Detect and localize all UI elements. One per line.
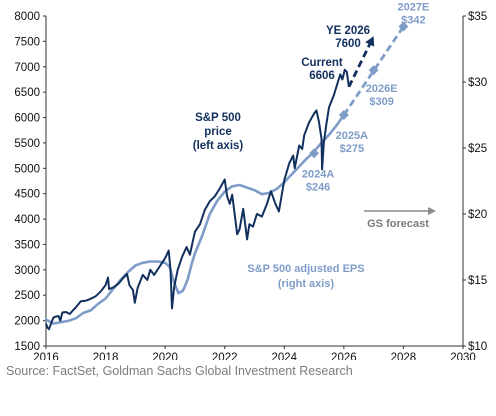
right-tick-label: $35 (468, 11, 487, 23)
eps-label-line1: S&P 500 adjusted EPS (247, 263, 364, 275)
left-tick-label: 8000 (14, 11, 40, 23)
eps-marker-year-2025A: 2025A (336, 130, 368, 142)
left-tick-label: 3500 (14, 239, 40, 251)
x-tick-label: 2030 (450, 352, 476, 360)
annotations: S&P 500 price (left axis) S&P 500 adjust… (193, 25, 429, 290)
left-tick-label: 7500 (14, 36, 40, 48)
eps-marker-value-2027E: $342 (401, 15, 425, 27)
ye-value: 7600 (335, 38, 361, 50)
forecast-label: GS forecast (367, 218, 429, 230)
x-tick-label: 2022 (212, 352, 238, 360)
current-value: 6606 (309, 70, 335, 82)
x-tick-label: 2024 (271, 352, 297, 360)
right-tick-label: $30 (468, 77, 487, 89)
price-label-line1: S&P 500 (195, 112, 241, 124)
price-series-line (45, 68, 350, 331)
eps-marker-year-2024A: 2024A (302, 168, 334, 180)
price-label-line3: (left axis) (193, 140, 244, 152)
x-tick-label: 2028 (391, 352, 417, 360)
eps-marker-value-2026E: $309 (369, 96, 393, 108)
eps-forecast-line (342, 25, 405, 116)
left-tick-label: 6500 (14, 87, 40, 99)
eps-marker-value-2024A: $246 (306, 181, 330, 193)
current-label: Current (301, 57, 343, 69)
left-tick-label: 4500 (14, 189, 40, 201)
x-tick-label: 2020 (152, 352, 178, 360)
eps-marker-value-2025A: $275 (340, 143, 364, 155)
plot-area: 2024A$246 2025A$275 2026E$309 2027E$342 (44, 2, 436, 331)
eps-label-line2: (right axis) (278, 278, 335, 290)
price-forecast-arrowhead (365, 36, 375, 47)
left-tick-label: 5000 (14, 163, 40, 175)
eps-marker-year-2027E: 2027E (398, 2, 430, 14)
eps-marker-year-2026E: 2026E (366, 83, 398, 95)
source-note: Source: FactSet, Goldman Sachs Global In… (6, 364, 353, 378)
sp500-chart: 1500 2000 2500 3000 3500 4000 4500 5000 5500 6000… (14, 2, 487, 360)
price-forecast-line (347, 42, 372, 88)
x-tick-label: 2016 (33, 352, 59, 360)
right-tick-label: $15 (468, 275, 487, 287)
tick-labels: 1500 2000 2500 3000 3500 4000 4500 5000 5500 6000… (14, 11, 487, 360)
left-tick-label: 2500 (14, 290, 40, 302)
left-tick-label: 1500 (14, 341, 40, 353)
right-tick-label: $20 (468, 209, 487, 221)
eps-marker-2024A (309, 148, 320, 159)
right-tick-label: $10 (468, 341, 487, 353)
forecast-arrowhead (428, 207, 436, 215)
left-tick-label: 3000 (14, 265, 40, 277)
left-tick-label: 4000 (14, 214, 40, 226)
x-tick-label: 2026 (331, 352, 357, 360)
left-tick-label: 6000 (14, 113, 40, 125)
x-tick-label: 2018 (93, 352, 119, 360)
chart-axes (43, 15, 466, 349)
left-tick-label: 5500 (14, 138, 40, 150)
left-tick-label: 2000 (14, 316, 40, 328)
left-tick-label: 7000 (14, 62, 40, 74)
price-label-line2: price (204, 126, 232, 138)
eps-series-line (44, 113, 346, 325)
right-tick-label: $25 (468, 143, 487, 155)
ye-label: YE 2026 (326, 25, 370, 37)
